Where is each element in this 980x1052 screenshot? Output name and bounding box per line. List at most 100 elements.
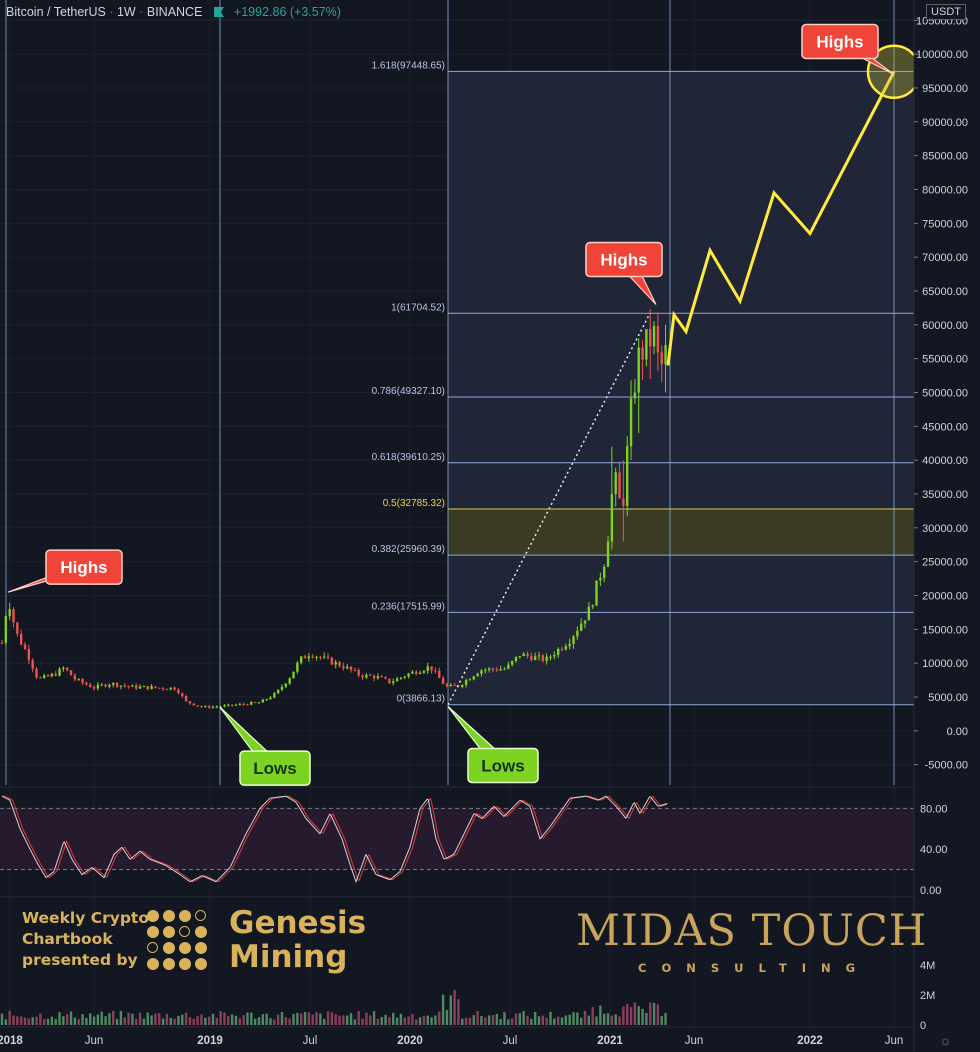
- candle-body: [499, 669, 502, 671]
- candle-body: [445, 684, 449, 687]
- candle-body: [43, 675, 46, 678]
- callout-label: Lows: [253, 759, 296, 778]
- price-tick-label: -5000.00: [925, 760, 968, 772]
- volume-bar: [652, 1002, 656, 1025]
- candle-body: [583, 620, 587, 624]
- candle-body: [12, 609, 15, 623]
- candle-body: [250, 702, 253, 705]
- candle-body: [146, 686, 149, 690]
- candle-body: [223, 705, 226, 707]
- volume-bar: [192, 1018, 195, 1025]
- volume-bar: [303, 1012, 307, 1025]
- candle-body: [422, 670, 426, 673]
- volume-bar: [131, 1013, 134, 1025]
- projection-path: [666, 71, 896, 366]
- volume-bars: [0, 989, 667, 1025]
- volume-bar: [158, 1013, 161, 1025]
- callout-label: Highs: [600, 251, 647, 270]
- candle-body: [537, 655, 541, 657]
- candle-body: [545, 656, 548, 661]
- volume-bar: [223, 1012, 226, 1025]
- candle-body: [403, 676, 406, 678]
- candle-body: [392, 681, 395, 684]
- volume-bar: [395, 1017, 399, 1025]
- oscillator-tick-label: 40.00: [920, 844, 948, 856]
- volume-bar: [154, 1013, 157, 1025]
- volume-bar: [503, 1012, 506, 1025]
- callout-label: Lows: [481, 757, 524, 776]
- fib-level-label: 0.236(17515.99): [372, 601, 445, 612]
- volume-bar: [58, 1012, 61, 1025]
- candle-body: [618, 472, 621, 499]
- interval-label[interactable]: 1W: [116, 5, 136, 19]
- volume-bar: [572, 1012, 575, 1025]
- candle-body: [19, 633, 23, 645]
- candle-body: [564, 646, 568, 650]
- exchange-label: BINANCE: [146, 5, 203, 19]
- candle-body: [395, 678, 399, 682]
- promo-line-2: Chartbook: [22, 930, 113, 948]
- candle-body: [629, 398, 633, 447]
- volume-bar: [138, 1012, 142, 1025]
- candle-body: [330, 657, 334, 665]
- mining-word: Mining: [229, 939, 348, 975]
- oscillator-line: [1, 795, 668, 884]
- candle-body: [273, 693, 276, 698]
- volume-bar: [376, 1018, 380, 1025]
- volume-bar: [16, 1016, 19, 1025]
- candle-body: [253, 702, 257, 704]
- volume-bar: [606, 1013, 610, 1025]
- candle-body: [476, 673, 479, 677]
- volume-bar: [576, 1012, 579, 1025]
- volume-bar: [273, 1019, 276, 1025]
- candle-body: [595, 580, 598, 606]
- candle-body: [181, 693, 184, 696]
- volume-bar: [0, 1013, 4, 1025]
- volume-bar: [35, 1016, 38, 1025]
- symbol-name[interactable]: Bitcoin / TetherUS: [6, 5, 106, 19]
- volume-bar: [31, 1017, 34, 1025]
- volume-bar: [338, 1015, 341, 1025]
- candle-body: [338, 662, 341, 667]
- candle-body: [234, 704, 238, 706]
- volume-bar: [579, 1017, 583, 1025]
- volume-bar: [280, 1011, 284, 1025]
- candle-body: [418, 672, 422, 674]
- volume-bar: [384, 1014, 387, 1025]
- time-tick-label: 2020: [397, 1035, 423, 1047]
- candle-body: [633, 392, 637, 399]
- volume-bar: [276, 1014, 280, 1025]
- candle-body: [115, 683, 119, 687]
- candle-body: [276, 689, 280, 694]
- volume-bar: [633, 1002, 637, 1025]
- volume-bar: [388, 1017, 391, 1025]
- callout-label: Highs: [60, 558, 107, 577]
- candle-body: [81, 679, 84, 683]
- candle-body: [177, 689, 180, 694]
- candle-body: [464, 680, 468, 685]
- currency-badge[interactable]: USDT: [926, 4, 966, 20]
- fib-level-label: 0(3866.13): [397, 694, 445, 705]
- volume-bar: [507, 1019, 510, 1025]
- volume-bar: [380, 1017, 383, 1025]
- volume-bar: [230, 1014, 234, 1025]
- volume-bar: [357, 1010, 360, 1025]
- candle-body: [495, 669, 498, 671]
- price-tick-label: 40000.00: [922, 455, 968, 467]
- settings-gear-icon[interactable]: ☼: [939, 1032, 952, 1048]
- candle-body: [242, 703, 245, 705]
- volume-bar: [142, 1018, 146, 1025]
- candle-body: [572, 636, 575, 644]
- volume-bar: [112, 1010, 115, 1025]
- candle-body: [365, 674, 368, 678]
- candle-body: [284, 683, 288, 687]
- volume-bar: [526, 1015, 529, 1025]
- callout-box: [585, 241, 663, 278]
- volume-bar: [69, 1011, 73, 1025]
- genesis-word: Genesis: [229, 905, 367, 941]
- candle-body: [323, 656, 326, 658]
- candle-body: [660, 352, 663, 365]
- volume-bar: [514, 1013, 518, 1025]
- volume-bar: [146, 1012, 149, 1025]
